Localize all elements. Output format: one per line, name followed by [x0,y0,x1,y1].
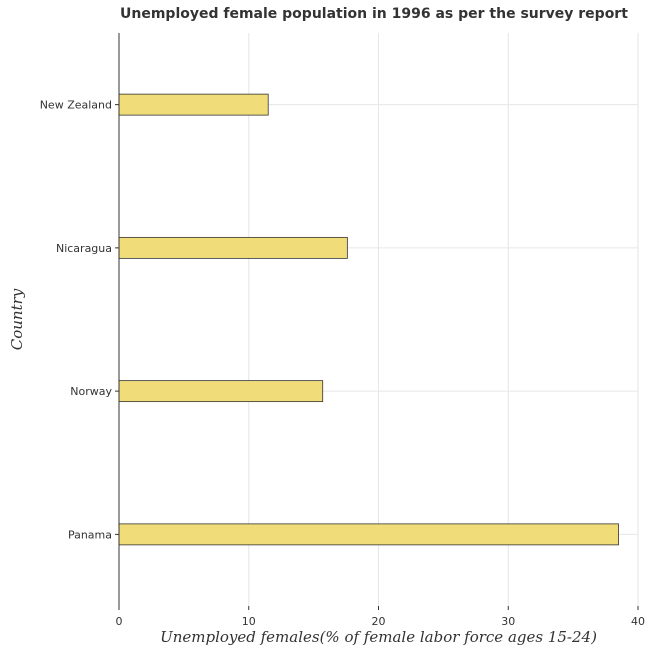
x-axis-title: Unemployed females(% of female labor for… [160,628,597,646]
y-tick-label: Norway [70,385,112,398]
grid [118,33,639,606]
x-tick-label: 30 [501,615,515,628]
x-tick-label: 0 [116,615,123,628]
y-tick-label: Nicaragua [56,242,112,255]
y-axis-title: Country [8,288,26,350]
bar-norway [118,380,324,403]
x-tick-label: 20 [372,615,386,628]
x-tick-label: 10 [242,615,256,628]
bar-new-zealand [118,93,269,116]
x-tick-label: 40 [631,615,645,628]
y-tick-label: Panama [68,528,112,541]
tick-labels: 0 10 20 30 40 New Zealand Nicaragua Norway Panam… [40,99,645,628]
bar-panama [118,523,619,546]
bar-nicaragua [118,236,348,259]
axes [115,33,639,610]
y-tick-label: New Zealand [40,99,112,112]
bars [118,93,619,546]
chart-title: Unemployed female population in 1996 as … [120,6,628,22]
